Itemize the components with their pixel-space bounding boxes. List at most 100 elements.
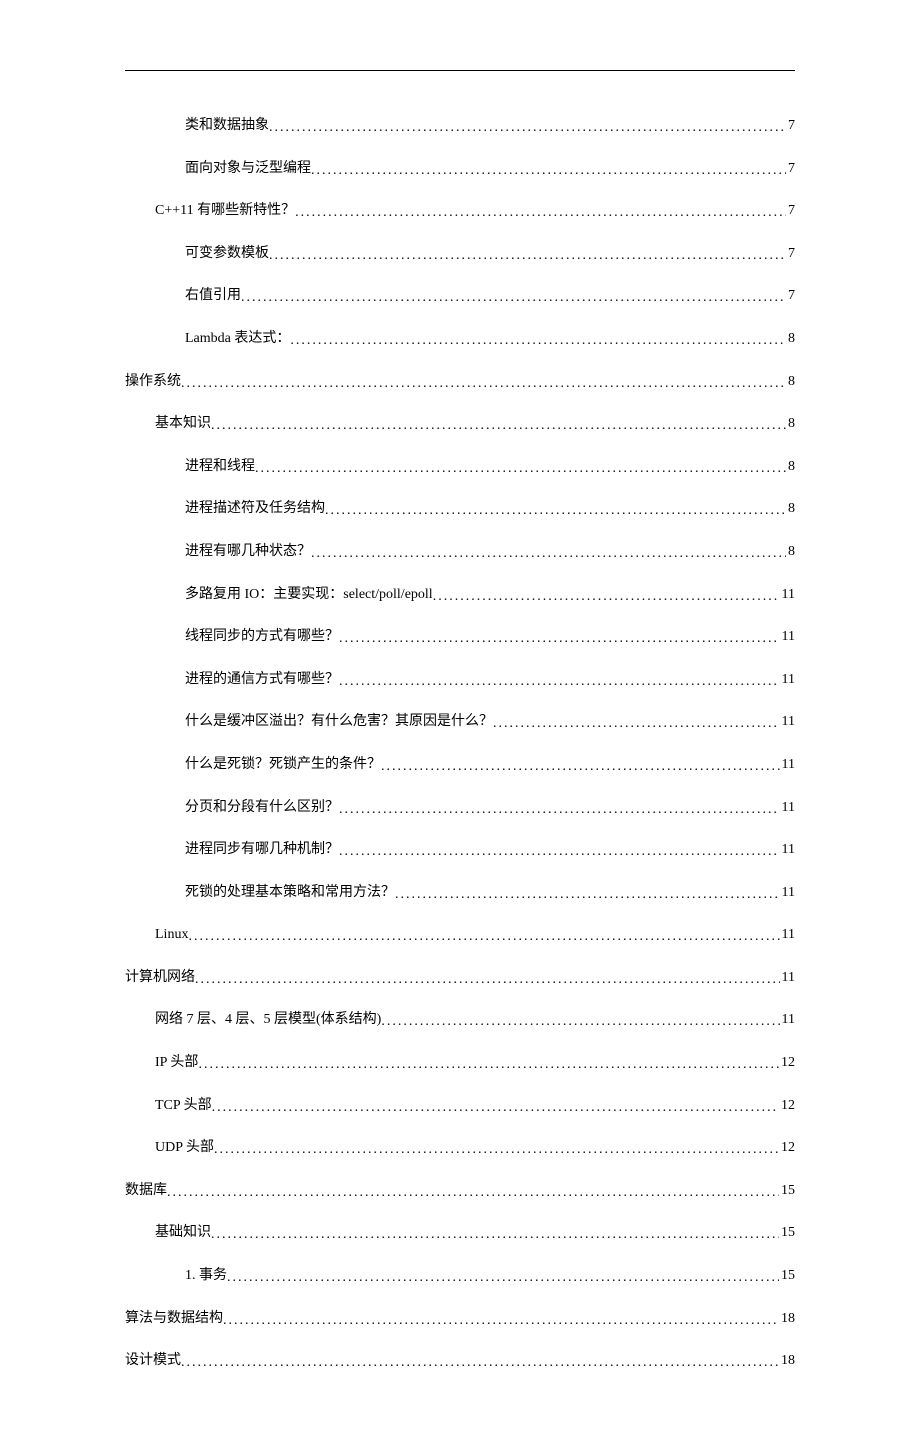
toc-entry: 进程描述符及任务结构 8	[125, 499, 795, 519]
toc-leader-dots	[255, 459, 786, 479]
toc-leader-dots	[211, 416, 786, 436]
toc-label: 什么是死锁？死锁产生的条件？	[185, 755, 381, 775]
toc-page-number: 7	[786, 201, 795, 221]
toc-leader-dots	[227, 1268, 779, 1288]
toc-label: 线程同步的方式有哪些？	[185, 627, 339, 647]
toc-entry: TCP 头部 12	[125, 1096, 795, 1116]
toc-leader-dots	[181, 374, 786, 394]
toc-entry: 右值引用 7	[125, 286, 795, 306]
toc-entry: 计算机网络11	[125, 968, 795, 988]
toc-label: 网络 7 层、4 层、5 层模型(体系结构)	[155, 1010, 381, 1030]
toc-entry: UDP 头部 12	[125, 1138, 795, 1158]
toc-label: 类和数据抽象	[185, 116, 269, 136]
toc-label: 操作系统	[125, 372, 181, 392]
toc-entry: 基础知识 15	[125, 1223, 795, 1243]
toc-label: 多路复用 IO：主要实现：select/poll/epoll	[185, 585, 433, 605]
toc-page-number: 12	[779, 1096, 795, 1116]
toc-page-number: 11	[780, 968, 795, 988]
toc-page-number: 11	[780, 840, 795, 860]
toc-label: 进程有哪几种状态？	[185, 542, 311, 562]
toc-leader-dots	[339, 842, 780, 862]
toc-entry: 1. 事务15	[125, 1266, 795, 1286]
toc-label: 右值引用	[185, 286, 241, 306]
toc-label: 基本知识	[155, 414, 211, 434]
toc-page-number: 11	[780, 1010, 795, 1030]
toc-page-number: 8	[786, 542, 795, 562]
toc-entry: 进程同步有哪几种机制？ 11	[125, 840, 795, 860]
toc-leader-dots	[223, 1311, 779, 1331]
toc-page-number: 12	[779, 1138, 795, 1158]
table-of-contents: 类和数据抽象7面向对象与泛型编程7C++11 有哪些新特性？7可变参数模板7右值…	[125, 116, 795, 1371]
toc-page-number: 8	[786, 414, 795, 434]
toc-entry: 基本知识 8	[125, 414, 795, 434]
toc-leader-dots	[241, 288, 786, 308]
toc-entry: 分页和分段有什么区别？ 11	[125, 798, 795, 818]
toc-label: IP 头部	[155, 1053, 198, 1073]
toc-entry: Linux11	[125, 925, 795, 945]
toc-entry: 类和数据抽象 7	[125, 116, 795, 136]
toc-leader-dots	[493, 714, 780, 734]
toc-page-number: 11	[780, 627, 795, 647]
toc-page-number: 11	[780, 755, 795, 775]
toc-label: 进程的通信方式有哪些？	[185, 670, 339, 690]
toc-label: 算法与数据结构	[125, 1309, 223, 1329]
toc-leader-dots	[311, 161, 786, 181]
toc-label: 分页和分段有什么区别？	[185, 798, 339, 818]
toc-page-number: 7	[786, 159, 795, 179]
toc-page-number: 7	[786, 286, 795, 306]
toc-label: 进程同步有哪几种机制？	[185, 840, 339, 860]
toc-label: 1. 事务	[185, 1266, 227, 1286]
toc-entry: 网络 7 层、4 层、5 层模型(体系结构) 11	[125, 1010, 795, 1030]
toc-page-number: 15	[779, 1223, 795, 1243]
toc-leader-dots	[181, 1353, 779, 1373]
toc-leader-dots	[290, 331, 786, 351]
toc-label: Lambda 表达式：	[185, 329, 290, 349]
toc-entry: 线程同步的方式有哪些？ 11	[125, 627, 795, 647]
toc-page-number: 12	[779, 1053, 795, 1073]
toc-label: 进程和线程	[185, 457, 255, 477]
toc-page-number: 18	[779, 1309, 795, 1329]
toc-entry: 死锁的处理基本策略和常用方法？11	[125, 883, 795, 903]
toc-leader-dots	[311, 544, 786, 564]
toc-leader-dots	[433, 587, 780, 607]
toc-leader-dots	[214, 1140, 779, 1160]
toc-leader-dots	[212, 1098, 779, 1118]
toc-page-number: 11	[780, 798, 795, 818]
toc-page-number: 11	[780, 585, 795, 605]
header-rule	[125, 70, 795, 71]
toc-entry: 什么是死锁？死锁产生的条件？ 11	[125, 755, 795, 775]
toc-leader-dots	[167, 1183, 779, 1203]
toc-entry: 设计模式18	[125, 1351, 795, 1371]
toc-page-number: 7	[786, 244, 795, 264]
toc-entry: 可变参数模板7	[125, 244, 795, 264]
toc-label: 死锁的处理基本策略和常用方法？	[185, 883, 395, 903]
toc-page-number: 8	[786, 457, 795, 477]
toc-page-number: 7	[786, 116, 795, 136]
toc-label: 面向对象与泛型编程	[185, 159, 311, 179]
toc-leader-dots	[269, 246, 786, 266]
toc-label: TCP 头部	[155, 1096, 212, 1116]
toc-leader-dots	[395, 885, 780, 905]
toc-page-number: 11	[780, 670, 795, 690]
toc-label: UDP 头部	[155, 1138, 214, 1158]
toc-entry: 算法与数据结构 18	[125, 1309, 795, 1329]
toc-entry: 什么是缓冲区溢出？有什么危害？其原因是什么？11	[125, 712, 795, 732]
toc-label: 什么是缓冲区溢出？有什么危害？其原因是什么？	[185, 712, 493, 732]
toc-leader-dots	[381, 1012, 779, 1032]
toc-entry: 进程的通信方式有哪些？ 11	[125, 670, 795, 690]
toc-leader-dots	[188, 927, 779, 947]
toc-label: 设计模式	[125, 1351, 181, 1371]
toc-leader-dots	[195, 970, 780, 990]
toc-leader-dots	[325, 501, 786, 521]
toc-entry: 操作系统8	[125, 372, 795, 392]
toc-label: 进程描述符及任务结构	[185, 499, 325, 519]
toc-leader-dots	[269, 118, 786, 138]
toc-entry: IP 头部 12	[125, 1053, 795, 1073]
toc-label: 基础知识	[155, 1223, 211, 1243]
toc-leader-dots	[339, 800, 780, 820]
toc-leader-dots	[198, 1055, 779, 1075]
toc-page-number: 8	[786, 499, 795, 519]
toc-leader-dots	[339, 672, 780, 692]
toc-entry: C++11 有哪些新特性？7	[125, 201, 795, 221]
toc-page-number: 11	[780, 925, 795, 945]
